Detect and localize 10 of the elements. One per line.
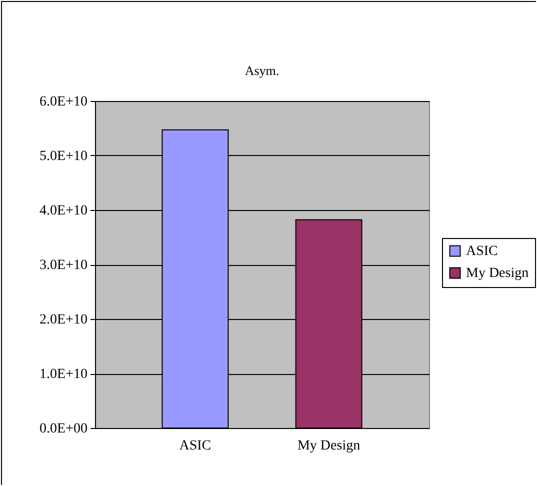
y-tick-label: 1.0E+10 (40, 367, 88, 382)
legend-label: ASIC (466, 244, 498, 259)
y-tick-label: 4.0E+10 (40, 204, 88, 218)
y-tick-label: 2.0E+10 (40, 312, 88, 328)
y-tick-label: 5.0E+10 (40, 149, 88, 164)
y-tick-label: 3.0E+10 (40, 258, 88, 273)
chart-title: Asym. (244, 63, 280, 78)
y-tick-label: 6.0E+10 (40, 94, 88, 110)
y-tick-label: 0.0E+00 (40, 422, 88, 436)
legend-label: My Design (466, 266, 529, 281)
